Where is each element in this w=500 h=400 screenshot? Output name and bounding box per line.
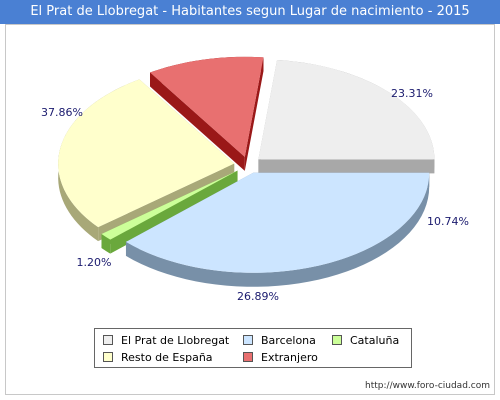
- legend-swatch-extranjero: [243, 352, 253, 362]
- pie-label-resto-de-espana: 26.89%: [237, 290, 279, 303]
- pie-label-cataluna: 1.20%: [77, 256, 112, 269]
- legend-item-resto: Resto de España: [103, 351, 213, 365]
- pie-slice-cataluna: [101, 170, 238, 240]
- pie-slice-el-prat-de-llobregat: [258, 59, 435, 160]
- legend-label-extranjero: Extranjero: [261, 351, 318, 364]
- pie-slice-extranjero: [150, 56, 264, 157]
- legend: El Prat de Llobregat Barcelona Cataluña …: [94, 328, 412, 368]
- legend-label-resto: Resto de España: [121, 351, 213, 364]
- pie-slice-barcelona: [125, 172, 430, 273]
- pie-label-barcelona: 37.86%: [41, 106, 83, 119]
- legend-label-cataluna: Cataluña: [350, 334, 400, 347]
- pie-label-el-prat-de-llobregat: 23.31%: [391, 87, 433, 100]
- pie-slice-resto-de-espana: [58, 79, 235, 228]
- legend-label-el-prat: El Prat de Llobregat: [121, 334, 230, 347]
- legend-swatch-cataluna: [332, 335, 342, 345]
- pie-slice-wall-cataluna-1: [110, 170, 238, 254]
- legend-swatch-resto: [103, 352, 113, 362]
- legend-label-barcelona: Barcelona: [261, 334, 316, 347]
- legend-item-el-prat: El Prat de Llobregat: [103, 334, 229, 348]
- pie-label-extranjero: 10.74%: [427, 215, 469, 228]
- chart-title: El Prat de Llobregat - Habitantes segun …: [0, 0, 500, 24]
- legend-item-barcelona: Barcelona: [243, 334, 316, 348]
- pie-slice-wall-extranjero-1: [150, 72, 245, 171]
- legend-item-cataluna: Cataluña: [332, 334, 399, 348]
- legend-item-extranjero: Extranjero: [243, 351, 318, 365]
- watermark: http://www.foro-ciudad.com: [365, 381, 490, 391]
- legend-swatch-el-prat: [103, 335, 113, 345]
- pie-slice-wall-el-prat-de-llobregat-0: [258, 159, 435, 174]
- pie-slice-wall-extranjero-0: [244, 57, 264, 171]
- pie-slice-side-barcelona: [125, 172, 430, 287]
- legend-swatch-barcelona: [243, 335, 253, 345]
